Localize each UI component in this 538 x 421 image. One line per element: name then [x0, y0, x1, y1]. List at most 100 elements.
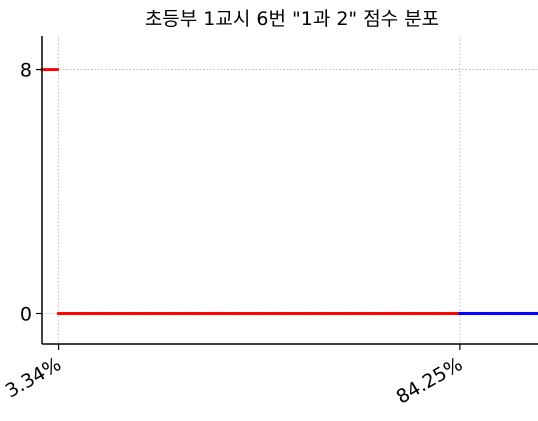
data-point-s1-79: [230, 311, 234, 316]
data-point-s1-20: [100, 311, 105, 316]
data-point-s1-12: [83, 311, 87, 316]
data-point-s1-47: [160, 311, 164, 316]
data-point-s1-121: [323, 311, 327, 316]
data-point-s1-15: [89, 311, 94, 316]
data-point-s2-35: [535, 311, 538, 316]
data-point-s1-105: [287, 311, 292, 316]
data-point-s1-69: [208, 311, 212, 316]
data-point-s1-136: [356, 311, 360, 316]
data-point-s2-30: [524, 311, 528, 316]
data-point-s2-17: [495, 311, 499, 316]
data-point-s1-133: [349, 311, 353, 316]
data-point-s1-36: [136, 311, 140, 316]
data-point-s1-180: [452, 311, 457, 316]
data-point-s1-41: [147, 311, 151, 316]
data-point-s1-6: [70, 311, 74, 316]
data-point-s1-179: [450, 311, 454, 316]
data-point-s2-29: [522, 311, 526, 316]
data-point-s1-130: [342, 311, 347, 316]
data-point-s1-60: [188, 311, 193, 316]
data-point-s0-1: [42, 67, 46, 72]
data-point-s1-123: [327, 311, 331, 316]
data-point-s1-22: [105, 311, 109, 316]
data-point-s1-34: [131, 311, 135, 316]
data-point-s1-155: [397, 311, 402, 316]
data-point-s1-52: [171, 311, 175, 316]
data-point-s2-16: [493, 311, 497, 316]
data-point-s1-54: [175, 311, 179, 316]
data-point-s1-159: [406, 311, 410, 316]
data-point-s1-86: [246, 311, 250, 316]
data-point-s1-70: [210, 311, 215, 316]
data-point-s1-1: [59, 311, 63, 316]
data-point-s1-165: [419, 311, 424, 316]
data-point-s1-167: [424, 311, 428, 316]
data-point-s1-46: [158, 311, 162, 316]
data-point-s1-75: [221, 311, 226, 316]
data-point-s1-39: [142, 311, 146, 316]
data-point-s1-32: [127, 311, 131, 316]
data-point-s1-33: [129, 311, 133, 316]
data-point-s1-170: [430, 311, 435, 316]
data-point-s1-81: [235, 311, 239, 316]
data-point-s1-164: [417, 311, 421, 316]
data-point-s1-0: [56, 311, 61, 316]
data-point-s2-11: [482, 311, 486, 316]
data-point-s1-53: [173, 311, 177, 316]
data-point-s1-7: [72, 311, 76, 316]
data-points: [40, 67, 538, 316]
data-point-s0-4: [49, 67, 53, 72]
data-point-s1-171: [433, 311, 437, 316]
data-point-s1-100: [276, 311, 281, 316]
data-point-s1-111: [301, 311, 305, 316]
data-point-s1-56: [180, 311, 184, 316]
data-point-s1-87: [248, 311, 252, 316]
data-point-s1-82: [237, 311, 241, 316]
data-point-s1-157: [402, 311, 406, 316]
data-point-s1-68: [206, 311, 210, 316]
data-point-s1-50: [166, 311, 171, 316]
data-point-s1-45: [155, 311, 160, 316]
data-point-s1-91: [257, 311, 261, 316]
data-point-s1-120: [320, 311, 325, 316]
data-point-s2-4: [467, 311, 471, 316]
data-point-s1-58: [184, 311, 188, 316]
data-point-s1-116: [312, 311, 316, 316]
data-point-s1-72: [215, 311, 219, 316]
data-point-s1-143: [371, 311, 375, 316]
data-point-s1-11: [81, 311, 85, 316]
data-point-s1-25: [111, 311, 116, 316]
data-point-s1-107: [292, 311, 296, 316]
data-point-s1-63: [195, 311, 199, 316]
data-point-s1-138: [360, 311, 364, 316]
data-point-s2-25: [513, 311, 517, 316]
data-point-s1-119: [318, 311, 322, 316]
data-point-s2-9: [478, 311, 482, 316]
data-point-s2-34: [533, 311, 537, 316]
data-point-s1-146: [378, 311, 382, 316]
data-point-s1-162: [413, 311, 417, 316]
data-point-s1-62: [193, 311, 197, 316]
data-point-s1-154: [395, 311, 399, 316]
data-point-s1-90: [254, 311, 259, 316]
data-point-s1-59: [186, 311, 190, 316]
data-point-s1-2: [61, 311, 65, 316]
data-point-s1-108: [294, 311, 298, 316]
data-point-s1-148: [382, 311, 386, 316]
data-point-s2-10: [480, 311, 484, 316]
data-point-s2-15: [491, 311, 495, 316]
data-point-s1-104: [285, 311, 289, 316]
data-point-s1-163: [415, 311, 419, 316]
data-point-s1-109: [296, 311, 300, 316]
data-point-s1-85: [243, 311, 248, 316]
data-point-s1-44: [153, 311, 157, 316]
data-point-s2-5: [469, 311, 473, 316]
x-tick-label-1: 84.25%: [393, 353, 467, 408]
data-point-s0-6: [53, 67, 57, 72]
data-point-s1-42: [149, 311, 153, 316]
data-point-s1-174: [439, 311, 443, 316]
data-point-s1-83: [239, 311, 243, 316]
data-point-s1-152: [391, 311, 395, 316]
data-point-s1-38: [140, 311, 144, 316]
data-point-s1-110: [298, 311, 303, 316]
